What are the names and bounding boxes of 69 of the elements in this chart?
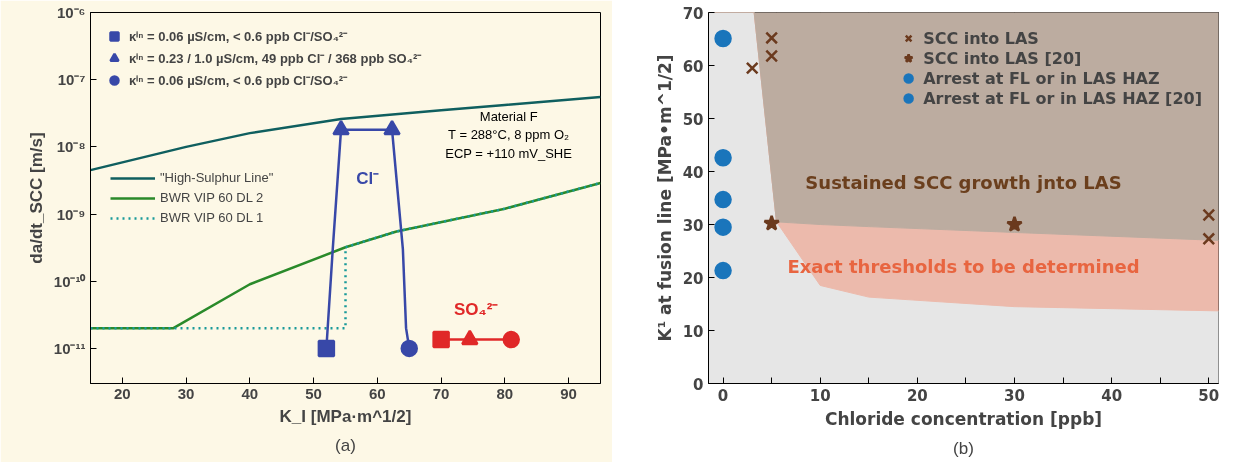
legend-label: BWR VIP 60 DL 1 <box>160 210 264 225</box>
legend-label: BWR VIP 60 DL 2 <box>160 190 264 205</box>
point <box>714 148 732 167</box>
x-tick-label: 90 <box>560 384 577 402</box>
text: (b) <box>953 438 974 458</box>
legend-label: κⁱⁿ = 0.06 µS/cm, < 0.6 ppb Cl⁻/SO₄²⁻ <box>129 28 348 45</box>
x-tick-label: 20 <box>906 386 928 405</box>
point <box>383 119 401 136</box>
legend-label: κⁱⁿ = 0.23 / 1.0 µS/cm, 49 ppb Cl⁻ / 368 ppb SO₄²⁻ <box>129 50 422 67</box>
x-tick-label: 70 <box>432 384 450 402</box>
y-tick-label: 30 <box>682 216 704 235</box>
y-tick-label: 70 <box>682 4 704 23</box>
x-axis-title: K_I [MPa·m^1/2] <box>279 406 412 426</box>
point <box>317 339 336 358</box>
y-tick-label: 10⁻⁷ <box>57 71 86 89</box>
x-tick-label: 60 <box>369 384 386 402</box>
x-tick-label: 30 <box>1004 386 1025 405</box>
y-tick-label: 10⁻¹¹ <box>53 339 86 357</box>
y-axis-title: K¹ at fusion line [MPa•m^1/2] <box>654 54 675 342</box>
y-tick-label: 10⁻⁹ <box>56 205 86 223</box>
y-tick-label: 10 <box>682 322 704 341</box>
legend-label: "High-Sulphur Line" <box>160 170 274 185</box>
point <box>432 330 450 349</box>
annotation: Sustained SCC growth jnto LAS <box>805 171 1122 193</box>
legend-label: κⁱⁿ = 0.06 µS/cm, < 0.6 ppb Cl⁻/SO₄²⁻ <box>129 72 348 89</box>
point <box>765 49 779 63</box>
y-tick-label: 60 <box>682 57 704 76</box>
y-tick-label: 10⁻⁸ <box>56 138 86 156</box>
point <box>714 218 732 236</box>
y-tick-label: 40 <box>682 163 704 182</box>
legend-label: Arrest at FL or in LAS HAZ <box>923 68 1160 88</box>
x-tick-label: 80 <box>496 384 514 402</box>
legend-label: SCC into LAS [20] <box>923 48 1082 68</box>
x-tick-label: 50 <box>305 384 322 402</box>
y-tick-label: 50 <box>682 110 704 129</box>
y-tick-label: 20 <box>682 269 704 288</box>
text: (a) <box>335 435 356 455</box>
x-tick-label: 30 <box>177 384 195 402</box>
x-tick-label: 10 <box>809 386 831 405</box>
annotation: Cl⁻ <box>356 169 380 189</box>
legend-label: Arrest at FL or in LAS HAZ [20] <box>923 88 1202 108</box>
x-tick-label: 50 <box>1198 386 1220 405</box>
y-axis-title: da/dt_SCC [m/s] <box>26 132 46 264</box>
point <box>763 214 781 231</box>
x-tick-label: 0 <box>717 386 729 405</box>
point <box>502 330 520 349</box>
y-tick-label: 10⁻¹⁰ <box>53 272 87 290</box>
x-tick-label: 20 <box>114 384 131 402</box>
annotation: Material F <box>479 108 538 124</box>
annotation: T = 288°C, 8 ppm O₂ <box>448 127 570 143</box>
annotation: SO₄²⁻ <box>454 299 499 319</box>
point <box>714 190 732 209</box>
x-axis-title: Chloride concentration [ppb] <box>824 408 1103 429</box>
line-series <box>90 95 601 172</box>
annotation: ECP = +110 mV_SHE <box>445 145 573 161</box>
point <box>765 31 779 45</box>
x-tick-label: 40 <box>1101 386 1123 405</box>
point <box>1202 232 1216 246</box>
point <box>745 61 759 75</box>
point <box>1006 215 1023 232</box>
point <box>714 29 732 48</box>
point <box>1202 208 1216 222</box>
y-tick-label: 10⁻⁶ <box>56 4 86 21</box>
x-tick-label: 40 <box>241 384 259 402</box>
legend-label: SCC into LAS <box>923 28 1039 48</box>
point <box>400 339 418 358</box>
annotation: Exact thresholds to be determined <box>787 256 1140 278</box>
point <box>714 261 732 280</box>
point <box>332 119 350 136</box>
